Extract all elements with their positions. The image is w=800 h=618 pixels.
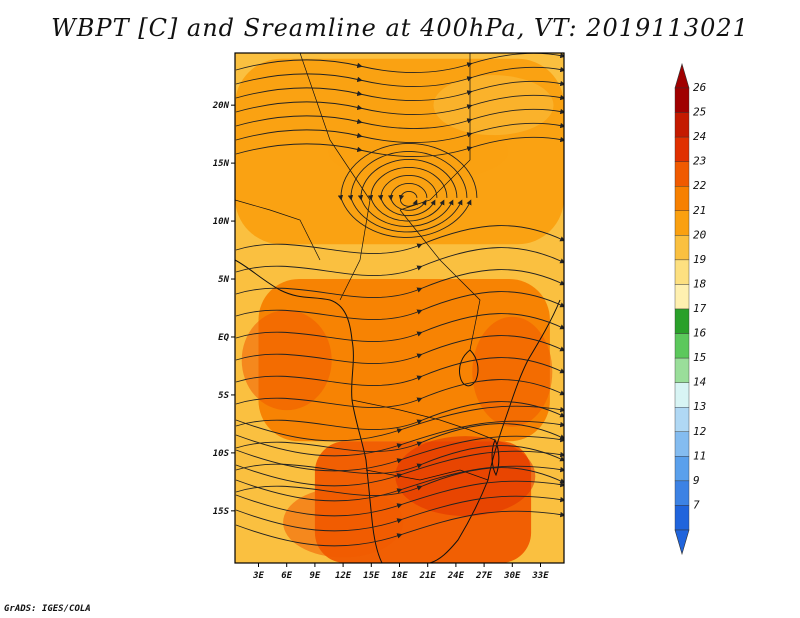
colorbar-swatch-16 <box>674 333 690 359</box>
great-lakes-outline <box>459 349 479 387</box>
colorbar-label-12: 12 <box>693 425 707 438</box>
colorbar-label-23: 23 <box>693 155 706 168</box>
x-tick-label-27E: 27E <box>475 571 493 581</box>
x-axis: 3E 6E 9E 12E 15E 18E 21E 24E 27E 30E 33E <box>252 563 549 581</box>
y-tick-label-5N: 5N <box>218 275 229 285</box>
west-africa-coastline <box>235 259 383 563</box>
colorbar-swatch-17 <box>674 308 690 334</box>
x-tick-label-33E: 33E <box>531 571 549 581</box>
y-axis: 20N 15N 10N 5N EQ 5S 10S 15S <box>212 101 235 517</box>
streamline-15 <box>235 225 564 254</box>
x-tick-label-9E: 9E <box>309 571 320 581</box>
colorbar-label-16: 16 <box>693 327 707 340</box>
streamline-21 <box>235 357 564 386</box>
chart-title: WBPT [C] and Sreamline at 400hPa, VT: 20… <box>51 14 749 42</box>
colorbar-label-9: 9 <box>693 474 700 487</box>
streamline-12 <box>357 159 458 227</box>
streamline-7 <box>235 136 564 157</box>
colorbar-swatch-11 <box>674 456 690 482</box>
colorbar-max-arrow <box>674 62 690 89</box>
colorbar-label-25: 25 <box>693 106 706 119</box>
colorbar-swatch-25 <box>674 112 690 138</box>
colorbar-swatch-24 <box>674 136 690 162</box>
colorbar-label-14: 14 <box>693 376 706 389</box>
y-tick-label-15S: 15S <box>213 507 230 517</box>
colorbar-swatch-20 <box>674 235 690 261</box>
wbpt-patch-6 <box>433 75 554 136</box>
national-border-6 <box>235 199 321 261</box>
x-tick-label-6E: 6E <box>281 571 292 581</box>
y-tick-label-15N: 15N <box>213 159 230 169</box>
colorbar-swatch-19 <box>674 259 690 285</box>
colorbar-label-13: 13 <box>693 400 706 413</box>
colorbar-label-22: 22 <box>693 179 707 192</box>
colorbar-swatch-14 <box>674 382 690 408</box>
x-tick-label-21E: 21E <box>419 571 437 581</box>
wbpt-patch-2 <box>283 487 404 558</box>
colorbar: 26 25 24 23 22 21 20 19 18 17 16 15 14 13 12 11 9 7 <box>674 62 707 556</box>
colorbar-swatch-22 <box>674 186 690 211</box>
x-tick-label-30E: 30E <box>503 571 521 581</box>
x-tick-label-12E: 12E <box>335 571 352 581</box>
wbpt-patch-3 <box>472 316 553 427</box>
y-tick-label-5S: 5S <box>218 391 229 401</box>
colorbar-label-17: 17 <box>693 302 707 315</box>
streamlines <box>235 53 564 547</box>
colorbar-label-26: 26 <box>693 81 707 94</box>
colorbar-label-24: 24 <box>693 130 706 143</box>
colorbar-label-18: 18 <box>693 277 707 290</box>
colorbar-label-15: 15 <box>693 351 706 364</box>
streamline-19 <box>235 313 564 342</box>
y-tick-label-10N: 10N <box>213 217 230 227</box>
x-tick-label-3E: 3E <box>252 571 264 581</box>
streamline-17 <box>235 269 564 298</box>
x-tick-label-15E: 15E <box>363 571 380 581</box>
colorbar-label-7: 7 <box>693 498 700 511</box>
x-tick-label-18E: 18E <box>391 571 408 581</box>
colorbar-min-arrow <box>674 529 690 556</box>
colorbar-swatch-7 <box>674 505 690 531</box>
map-panel <box>234 52 565 564</box>
colorbar-label-21: 21 <box>693 204 706 217</box>
streamline-16 <box>235 247 564 276</box>
colorbar-swatch-18 <box>674 284 690 310</box>
colorbar-swatch-12 <box>674 431 690 457</box>
colorbar-swatch-9 <box>674 480 690 506</box>
colorbar-label-11: 11 <box>693 449 706 462</box>
y-tick-label-10S: 10S <box>213 449 230 459</box>
colorbar-label-20: 20 <box>693 228 707 241</box>
colorbar-swatch-23 <box>674 161 690 187</box>
colorbar-swatch-21 <box>674 210 690 236</box>
streamline-14 <box>337 143 478 238</box>
colorbar-swatch-26 <box>674 87 690 113</box>
colorbar-swatch-15 <box>674 357 690 383</box>
streamline-34 <box>235 510 564 547</box>
colorbar-label-19: 19 <box>693 253 706 266</box>
streamline-20 <box>235 335 564 364</box>
streamline-18 <box>235 291 564 320</box>
streamline-13 <box>347 151 468 233</box>
y-tick-label-20N: 20N <box>212 101 230 111</box>
streamline-22 <box>235 379 564 408</box>
x-tick-label-24E: 24E <box>447 571 465 581</box>
streamline-11 <box>367 167 448 222</box>
colorbar-swatch-13 <box>674 407 690 432</box>
wbpt-patch-4 <box>241 310 332 411</box>
grads-credit: GrADS: IGES/COLA <box>4 604 91 614</box>
y-tick-label-EQ: EQ <box>218 333 229 343</box>
wbpt-patch-1 <box>395 436 536 517</box>
